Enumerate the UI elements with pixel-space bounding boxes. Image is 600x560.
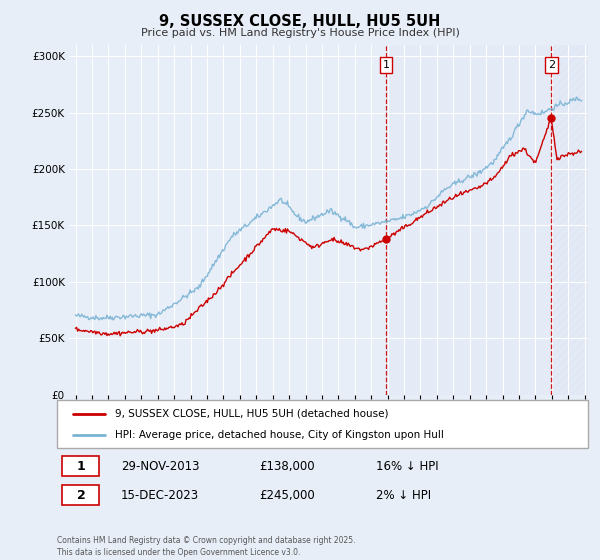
Text: 1: 1: [383, 60, 389, 70]
Text: Price paid vs. HM Land Registry's House Price Index (HPI): Price paid vs. HM Land Registry's House …: [140, 28, 460, 38]
Text: 15-DEC-2023: 15-DEC-2023: [121, 489, 199, 502]
Text: 2: 2: [548, 60, 555, 70]
Text: 2% ↓ HPI: 2% ↓ HPI: [376, 489, 431, 502]
Text: 9, SUSSEX CLOSE, HULL, HU5 5UH (detached house): 9, SUSSEX CLOSE, HULL, HU5 5UH (detached…: [115, 409, 389, 419]
Text: 1: 1: [77, 460, 85, 473]
Text: Contains HM Land Registry data © Crown copyright and database right 2025.
This d: Contains HM Land Registry data © Crown c…: [57, 536, 355, 557]
Text: 16% ↓ HPI: 16% ↓ HPI: [376, 460, 438, 473]
FancyBboxPatch shape: [57, 400, 588, 448]
Text: 9, SUSSEX CLOSE, HULL, HU5 5UH: 9, SUSSEX CLOSE, HULL, HU5 5UH: [160, 14, 440, 29]
FancyBboxPatch shape: [62, 456, 100, 476]
Text: £245,000: £245,000: [259, 489, 314, 502]
Bar: [386, 45, 551, 395]
Text: 29-NOV-2013: 29-NOV-2013: [121, 460, 199, 473]
Text: 2: 2: [77, 489, 85, 502]
Bar: [551, 45, 588, 395]
Text: £138,000: £138,000: [259, 460, 314, 473]
FancyBboxPatch shape: [62, 485, 100, 505]
Text: HPI: Average price, detached house, City of Kingston upon Hull: HPI: Average price, detached house, City…: [115, 430, 444, 440]
